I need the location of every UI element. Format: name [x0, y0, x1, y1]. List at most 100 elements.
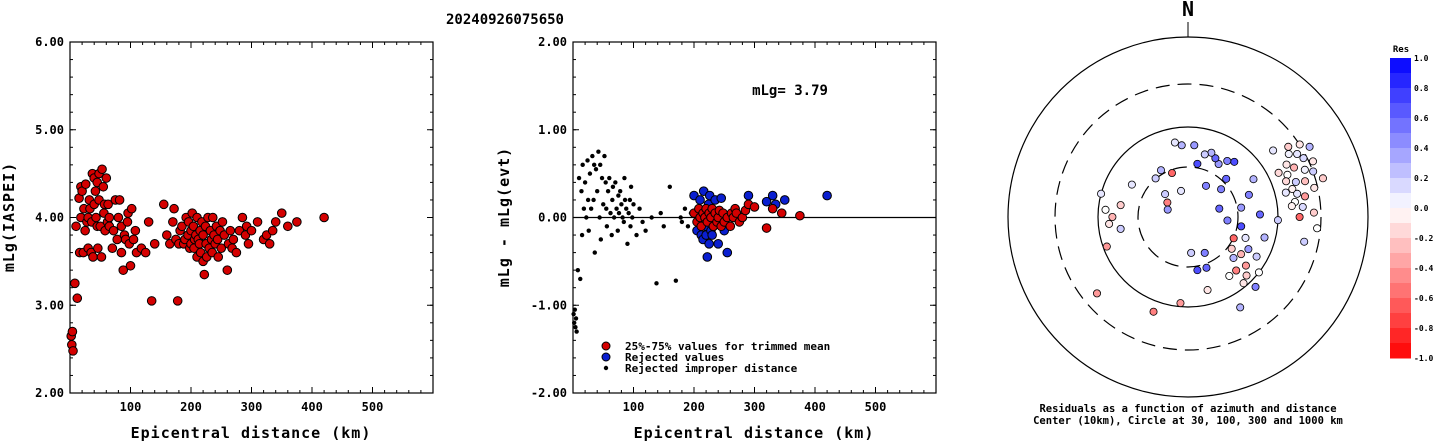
- data-point: [97, 164, 107, 175]
- residual-point: [1239, 279, 1248, 288]
- data-point: [96, 252, 107, 262]
- data-point: [595, 188, 600, 194]
- data-point: [80, 179, 91, 189]
- residual-point: [1127, 180, 1136, 189]
- colorbar-title: Res: [1393, 45, 1409, 55]
- ring-30km: [1137, 166, 1239, 268]
- data-point: [582, 180, 588, 185]
- data-point: [590, 153, 595, 159]
- caption-line-2: Center (10km), Circle at 30, 100, 300 an…: [1033, 415, 1343, 427]
- data-point: [628, 184, 634, 189]
- residual-point: [1116, 224, 1125, 233]
- residual-point: [1225, 271, 1234, 280]
- ring-100km: [1097, 126, 1279, 308]
- ring-300km: [1054, 83, 1322, 351]
- colorbar-cell: [1390, 313, 1411, 329]
- colorbar-label: 0.8: [1414, 84, 1429, 93]
- residual-point: [1308, 157, 1317, 166]
- data-point: [146, 296, 157, 306]
- data-point: [231, 247, 242, 258]
- data-point: [722, 247, 733, 258]
- y-tick-label: 0.00: [538, 211, 567, 225]
- residual-point: [1244, 245, 1253, 254]
- data-point: [667, 184, 672, 189]
- x-tick-label: 200: [180, 400, 202, 414]
- residual-point: [1291, 177, 1300, 186]
- residual-point: [1244, 190, 1253, 199]
- colorbar-label: -0.4: [1414, 264, 1433, 273]
- data-point: [749, 202, 760, 212]
- residual-point: [1157, 166, 1166, 175]
- data-point: [104, 212, 115, 223]
- data-point: [228, 234, 239, 245]
- residual-point: [1293, 189, 1302, 198]
- data-point: [716, 193, 727, 203]
- data-point: [107, 243, 118, 254]
- data-point: [776, 208, 787, 218]
- data-point: [168, 217, 178, 227]
- residual-point: [1217, 185, 1226, 194]
- data-point: [654, 281, 659, 286]
- data-point: [603, 180, 608, 185]
- y-tick-label: 4.00: [35, 211, 64, 225]
- colorbar-cell: [1390, 178, 1411, 194]
- data-point: [70, 278, 80, 289]
- colorbar-cell: [1390, 118, 1411, 134]
- data-point: [88, 252, 98, 262]
- data-point: [580, 162, 585, 168]
- north-label: N: [1182, 0, 1194, 21]
- data-point: [149, 239, 160, 249]
- data-point: [637, 206, 642, 211]
- data-point: [128, 234, 139, 245]
- residual-point: [1176, 299, 1185, 308]
- residual-point: [1237, 222, 1246, 231]
- colorbar-label: 0.0: [1414, 204, 1429, 213]
- data-point: [581, 206, 587, 211]
- data-point: [177, 221, 187, 232]
- residual-point: [1301, 177, 1310, 186]
- data-point: [601, 202, 606, 207]
- residual-point: [1251, 282, 1260, 291]
- data-point: [643, 228, 648, 233]
- data-point: [626, 210, 631, 216]
- data-point: [707, 230, 717, 240]
- residual-point: [1310, 183, 1319, 192]
- residual-point: [1249, 175, 1258, 184]
- x-tick-label: 400: [301, 400, 323, 414]
- residual-point: [1260, 233, 1269, 242]
- data-point: [605, 188, 611, 194]
- y-tick-label: 1.00: [538, 123, 567, 137]
- data-point: [573, 324, 578, 330]
- residual-point: [1241, 261, 1250, 270]
- residual-point: [1236, 303, 1245, 312]
- data-point: [158, 199, 169, 210]
- legend-marker: [601, 352, 611, 362]
- data-point: [608, 210, 613, 216]
- data-point: [207, 212, 218, 223]
- x-tick-label: 500: [362, 400, 384, 414]
- residual-point: [1170, 138, 1179, 147]
- residual-point: [1300, 165, 1309, 174]
- data-point: [649, 215, 654, 220]
- colorbar-cell: [1390, 268, 1411, 284]
- data-point: [685, 224, 691, 229]
- residual-point: [1282, 177, 1291, 186]
- data-point: [585, 158, 590, 163]
- residual-point: [1305, 142, 1314, 151]
- data-point: [108, 225, 119, 236]
- data-point: [779, 195, 790, 205]
- data-point: [610, 184, 616, 189]
- data-point: [199, 269, 210, 280]
- residual-point: [1177, 141, 1186, 150]
- x-tick-label: 100: [120, 400, 142, 414]
- legend-marker: [603, 365, 609, 371]
- data-point: [591, 162, 597, 168]
- data-point: [217, 217, 228, 227]
- data-point: [169, 203, 179, 214]
- data-point: [613, 180, 618, 185]
- data-point: [246, 225, 257, 236]
- data-point: [617, 188, 623, 194]
- residual-point: [1193, 159, 1202, 168]
- colorbar-label: 0.6: [1414, 114, 1429, 123]
- residual-point: [1229, 234, 1238, 243]
